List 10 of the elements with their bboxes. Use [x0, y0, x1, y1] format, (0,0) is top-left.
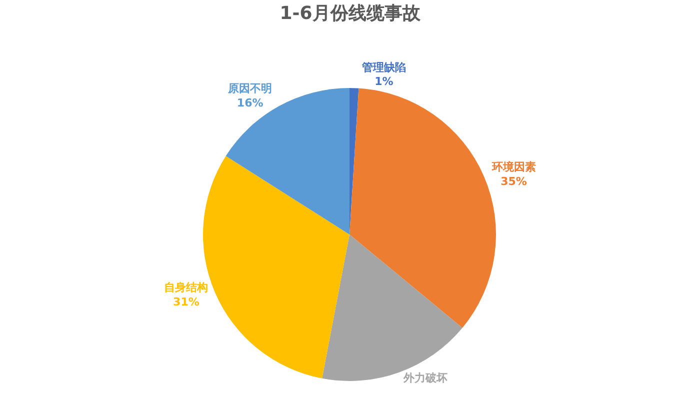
slice-label: 外力破坏: [402, 372, 448, 385]
slice-label: 原因不明: [227, 82, 272, 95]
chart-title: 1-6月份线缆事故: [280, 2, 422, 24]
data-label: 1%: [374, 75, 394, 88]
data-label: 16%: [236, 96, 264, 110]
slice-label: 环境因素: [490, 160, 536, 174]
slice-label: 自身结构: [164, 281, 208, 294]
data-label: 31%: [173, 295, 200, 308]
slice-label: 管理缺陷: [360, 60, 406, 74]
data-label: 35%: [500, 174, 527, 188]
